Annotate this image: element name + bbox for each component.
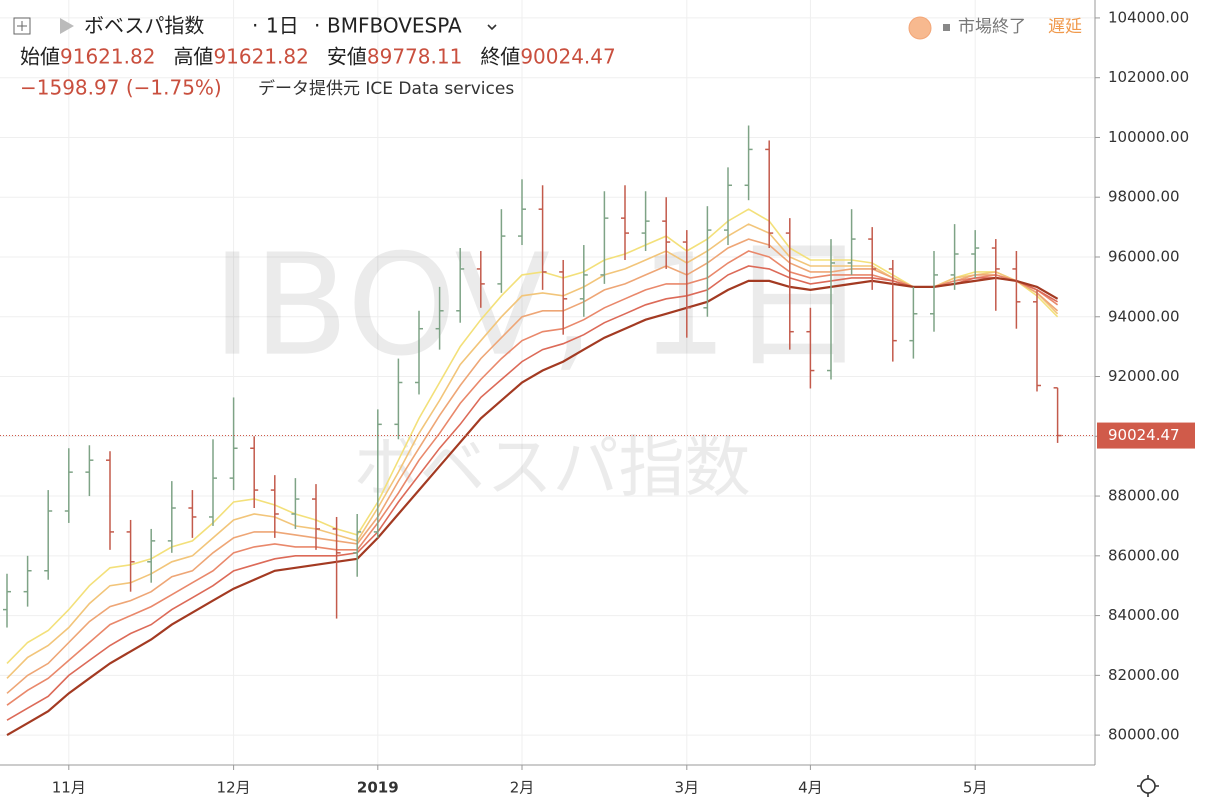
dropdown-icon[interactable] — [487, 24, 497, 31]
x-tick-label: 2019 — [357, 779, 399, 797]
symbol[interactable]: ボベスパ指数 — [84, 14, 204, 38]
status: 市場終了 — [958, 17, 1026, 37]
x-tick-label: 3月 — [675, 779, 700, 797]
y-tick-label: 88000.00 — [1108, 487, 1180, 505]
ohlc-label: 始値 — [20, 45, 60, 69]
ohlc-label: 高値 — [173, 45, 213, 69]
flag-icon — [60, 18, 74, 34]
add-icon[interactable] — [13, 17, 31, 35]
settings-icon — [1137, 775, 1159, 797]
status-icon — [908, 16, 932, 40]
moving-average — [6, 265, 1059, 721]
watermark: ボベスパ指数 — [353, 429, 750, 506]
last-price-box — [1097, 422, 1195, 449]
status-dot — [943, 24, 950, 31]
moving-average — [6, 223, 1059, 679]
moving-average — [6, 208, 1059, 664]
moving-average — [6, 238, 1059, 694]
moving-average — [6, 250, 1059, 706]
y-tick-label: 102000.00 — [1108, 68, 1189, 86]
ohlc-legend: 始値 91621.82 高値 91621.82 安値 89778.11 終値 90024.47 — [20, 45, 616, 69]
x-tick-label: 2月 — [510, 779, 535, 797]
ohlc-value: 91621.82 — [213, 45, 308, 69]
ohlc-value: 89778.11 — [367, 45, 462, 69]
y-tick-label: 92000.00 — [1108, 367, 1180, 385]
y-tick-label: 84000.00 — [1108, 606, 1180, 624]
y-tick-label: 94000.00 — [1108, 307, 1180, 325]
x-tick-label: 11月 — [52, 779, 86, 797]
ohlc-label: 安値 — [327, 45, 367, 69]
exchange[interactable]: BMFBOVESPA — [327, 14, 462, 38]
grid — [0, 0, 1095, 765]
separator: · — [252, 14, 258, 38]
x-tick-label: 12月 — [217, 779, 251, 797]
y-tick-label: 98000.00 — [1108, 188, 1180, 206]
y-tick-label: 82000.00 — [1108, 666, 1180, 684]
y-tick-label: 96000.00 — [1108, 247, 1180, 265]
provider: データ提供元 ICE Data services — [258, 78, 514, 99]
change: −1598.97 (−1.75%) — [20, 76, 222, 100]
ohlc-value: 90024.47 — [520, 45, 615, 69]
plot — [0, 125, 1095, 737]
y-tick-label: 100000.00 — [1108, 128, 1189, 146]
interval[interactable]: 1日 — [266, 14, 299, 38]
watermark: IBOV, 1日 — [212, 225, 868, 388]
y-tick-label: 86000.00 — [1108, 546, 1180, 564]
ohlc-label: 終値 — [480, 45, 520, 69]
add-icon — [17, 21, 27, 31]
x-tick-label: 5月 — [963, 779, 988, 797]
delay[interactable]: 遅延 — [1048, 17, 1082, 37]
y-tick-label: 104000.00 — [1108, 8, 1189, 26]
separator: · — [314, 14, 320, 38]
ohlc-value: 91621.82 — [60, 45, 155, 69]
y-tick-label: 80000.00 — [1108, 726, 1180, 744]
last-price-label: 90024.47 — [1108, 426, 1180, 444]
moving-average — [6, 276, 1059, 737]
x-tick-label: 4月 — [798, 779, 823, 797]
